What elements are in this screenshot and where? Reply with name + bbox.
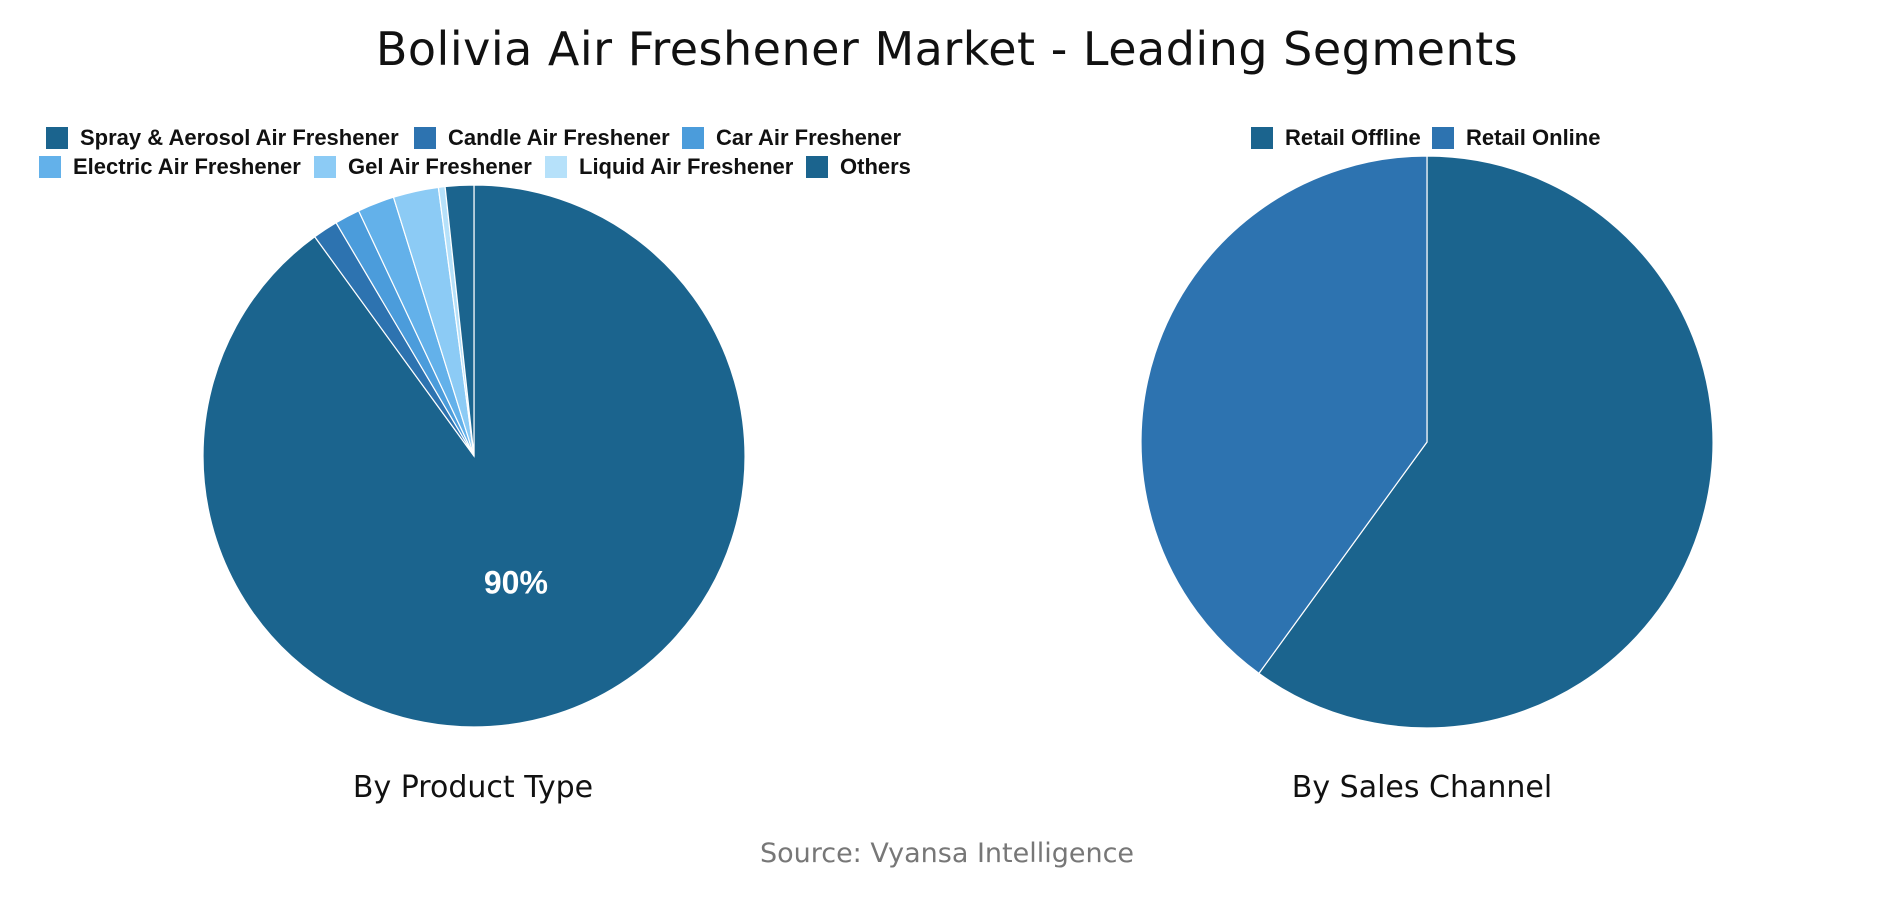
legend-label-retail-offline: Retail Offline bbox=[1285, 125, 1421, 150]
legend-swatch-gel-air-freshener bbox=[314, 156, 336, 178]
legend-label-electric-air-freshener: Electric Air Freshener bbox=[73, 154, 301, 179]
chart-title: Bolivia Air Freshener Market - Leading S… bbox=[375, 22, 1519, 76]
legend-swatch-electric-air-freshener bbox=[39, 156, 61, 178]
pie-slice-retail-online bbox=[1140, 155, 1428, 675]
legend-label-spray-and-aerosol-air-freshener: Spray & Aerosol Air Freshener bbox=[80, 125, 399, 150]
product-type-caption: By Product Type bbox=[352, 770, 594, 805]
legend-swatch-retail-online bbox=[1432, 127, 1454, 149]
legend-label-others: Others bbox=[840, 154, 911, 179]
sales-channel-caption: By Sales Channel bbox=[1291, 770, 1553, 805]
legend-swatch-car-air-freshener bbox=[682, 127, 704, 149]
legend-swatch-others bbox=[806, 156, 828, 178]
sales-channel-pie bbox=[1140, 155, 1714, 729]
sales-channel-legend: Retail Offline Retail Online bbox=[1251, 125, 1600, 150]
legend-label-candle-air-freshener: Candle Air Freshener bbox=[448, 125, 670, 150]
legend-label-gel-air-freshener: Gel Air Freshener bbox=[348, 154, 532, 179]
legend-label-liquid-air-freshener: Liquid Air Freshener bbox=[579, 154, 794, 179]
pie-slice-retail-offline bbox=[1258, 155, 1714, 729]
legend-label-retail-online: Retail Online bbox=[1466, 125, 1600, 150]
legend-swatch-candle-air-freshener bbox=[414, 127, 436, 149]
product-type-legend: Spray & Aerosol Air Freshener Candle Air … bbox=[39, 125, 911, 179]
pie-data-label: 90% bbox=[484, 564, 548, 600]
legend-label-car-air-freshener: Car Air Freshener bbox=[716, 125, 901, 150]
legend-swatch-retail-offline bbox=[1251, 127, 1273, 149]
pie-slice-others bbox=[444, 184, 475, 457]
legend-swatch-liquid-air-freshener bbox=[545, 156, 567, 178]
source-note: Source: Vyansa Intelligence bbox=[759, 838, 1135, 869]
product-type-pie: 90% bbox=[202, 184, 746, 728]
legend-swatch-spray-and-aerosol-air-freshener bbox=[46, 127, 68, 149]
